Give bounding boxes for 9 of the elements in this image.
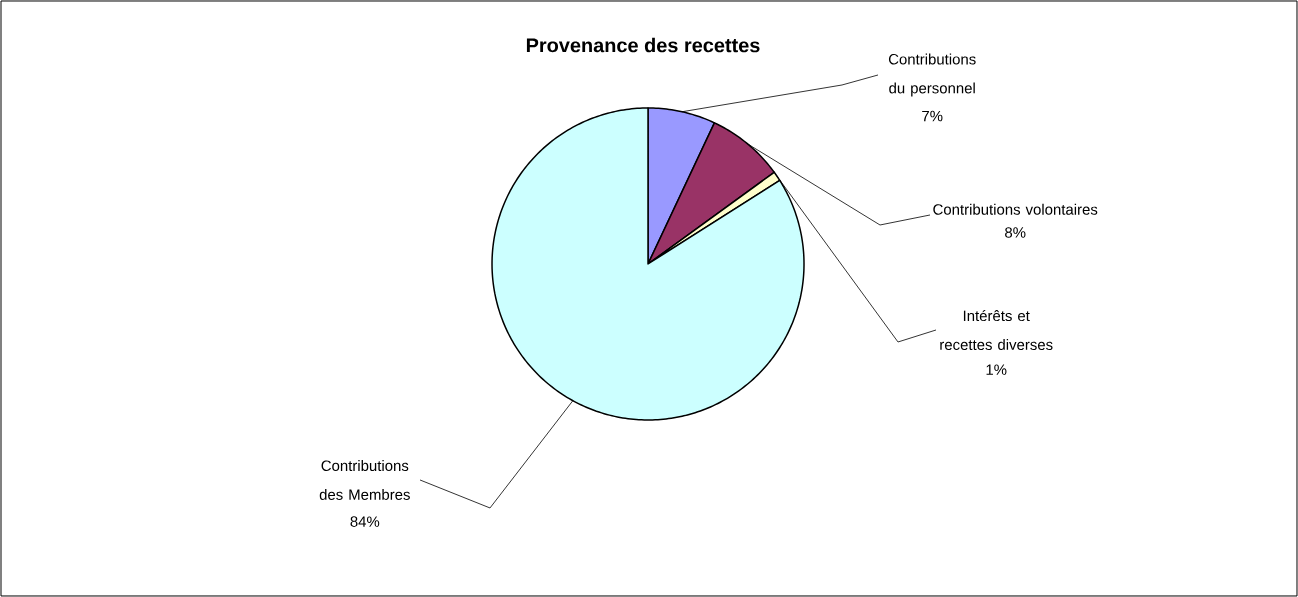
- slice-label: Contributions du personnel: [888, 53, 976, 97]
- data-label: 84%: [350, 516, 380, 527]
- slice-label: Contributions des Membres: [319, 460, 410, 500]
- chart-title: Provenance des recettes: [526, 37, 760, 53]
- slice-label: Contributions volontaires: [933, 203, 1098, 215]
- data-label: 7%: [922, 110, 943, 122]
- data-label: 8%: [1005, 227, 1026, 238]
- slice-label: Intérêts et recettes diverses: [940, 309, 1053, 350]
- data-label: 1%: [986, 364, 1007, 375]
